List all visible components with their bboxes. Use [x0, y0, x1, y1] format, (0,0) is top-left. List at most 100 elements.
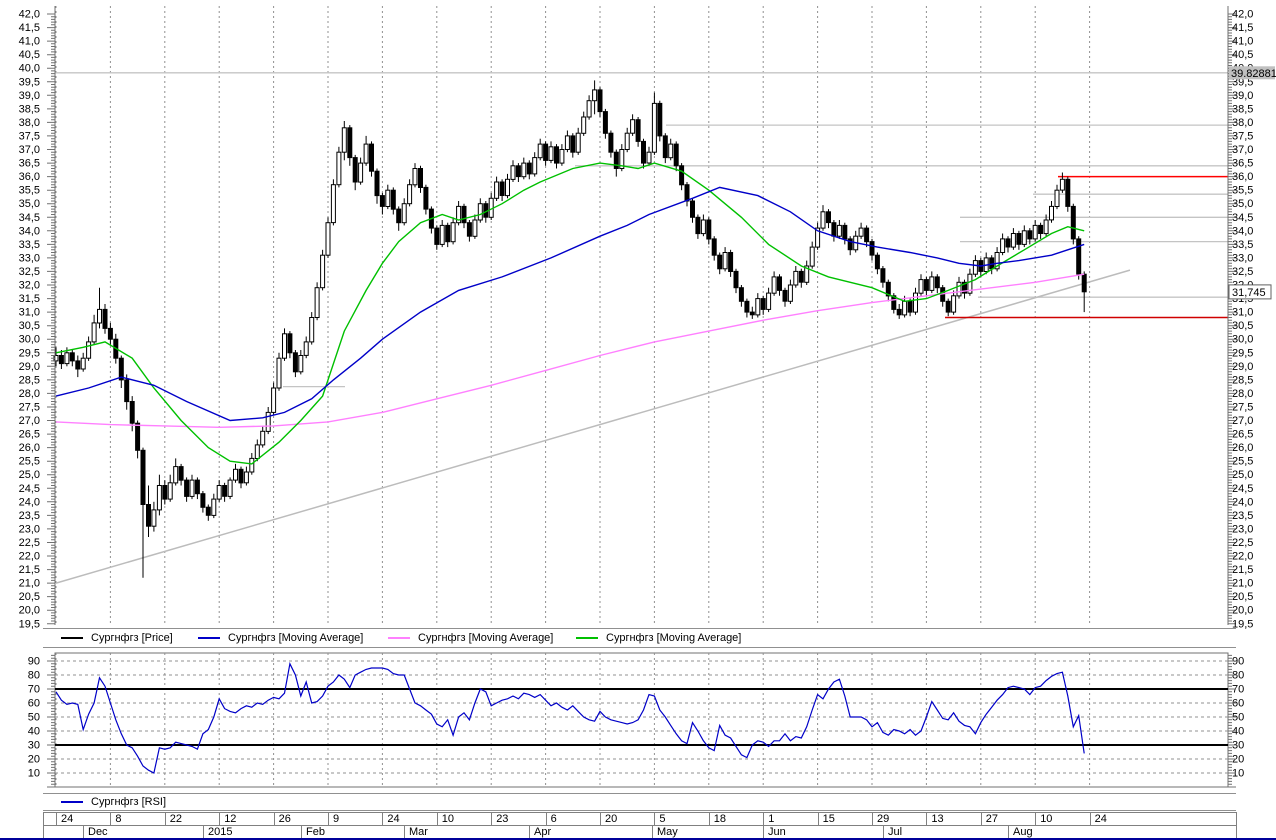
candle [80, 357, 86, 370]
rsi-chart[interactable]: 10 10 20 20 30 30 40 40 50 50 60 60 70 70 80 80 90 90 [0, 650, 1276, 792]
candle [1027, 230, 1033, 240]
rsi-axis-label: 90 [1232, 656, 1244, 668]
date-tick-cell: 5 [655, 813, 710, 826]
candle [200, 493, 206, 508]
price-axis-label: 26,5 [1232, 429, 1253, 441]
candle [407, 184, 413, 205]
candle [1070, 205, 1076, 240]
candle [1059, 178, 1065, 191]
trendline[interactable] [55, 269, 1131, 584]
candle [902, 300, 908, 316]
candle [227, 479, 233, 497]
candles-layer[interactable] [53, 80, 1087, 578]
date-tick-cell: 13 [927, 813, 982, 826]
price-axis-label: 36,0 [19, 171, 40, 183]
candle [341, 127, 347, 153]
legend-item-ma-blue[interactable]: Сургнфгз [Moving Average] [198, 629, 363, 647]
price-axis-label: 41,0 [19, 36, 40, 48]
date-axis[interactable]: 24 8 22 12 26 9 24 10 23 6 20 5 18 1 15 29 13 27 10 24 Dec 2… [43, 812, 1237, 840]
candle [700, 219, 706, 235]
rsi-axis-label: 40 [1232, 726, 1244, 738]
price-axis-label: 27,0 [1232, 415, 1253, 427]
price-axis-label: 35,0 [1232, 198, 1253, 210]
legend-item-ma-pink[interactable]: Сургнфгз [Moving Average] [388, 629, 553, 647]
candle [777, 276, 782, 291]
price-callout-upper: 39.82881 [1229, 66, 1276, 80]
candle [826, 211, 831, 224]
price-axis-label: 38,0 [19, 117, 40, 129]
candle [135, 422, 141, 451]
legend-item-ma-green[interactable]: Сургнфгз [Moving Average] [576, 629, 741, 647]
candle [896, 308, 902, 316]
candle [445, 224, 451, 243]
candle [820, 211, 826, 229]
price-axis-label: 23,5 [1232, 510, 1253, 522]
candle [205, 506, 211, 516]
rsi-line[interactable] [55, 661, 1085, 774]
candle [243, 471, 249, 484]
price-axis-label: 30,5 [19, 320, 40, 332]
ma-line-green[interactable] [55, 162, 1085, 465]
price-axis-label: 29,0 [19, 361, 40, 373]
candle [129, 401, 135, 424]
bottom-scroll-bar[interactable] [0, 838, 1276, 840]
candle [91, 322, 97, 343]
candle [564, 135, 570, 150]
price-axis-label: 28,0 [19, 388, 40, 400]
ma-blue-swatch [198, 637, 220, 639]
price-axis-label: 35,5 [1232, 185, 1253, 197]
candle [679, 165, 685, 186]
price-axis-label: 30,0 [1232, 334, 1253, 346]
price-axis-label: 32,5 [19, 266, 40, 278]
candle [271, 387, 277, 413]
candle [668, 143, 674, 159]
price-axis-label: 22,0 [19, 551, 40, 563]
ma-line-pink[interactable] [55, 273, 1085, 429]
price-axis-label: 19,5 [1232, 618, 1253, 630]
candle [450, 222, 456, 243]
candle [303, 341, 309, 356]
candle [918, 279, 924, 294]
price-line-swatch [61, 637, 83, 639]
date-tick-cell: 24 [383, 813, 438, 826]
rsi-frame [54, 652, 1229, 788]
candle [330, 184, 336, 224]
candle [923, 279, 929, 291]
legend-item-price[interactable]: Сургнфгз [Price] [61, 629, 173, 647]
price-axis-label: 21,5 [19, 564, 40, 576]
candle [945, 300, 951, 313]
candle [913, 292, 918, 313]
candle [363, 143, 369, 164]
candle [439, 224, 445, 245]
price-axis-label: 37,5 [19, 130, 40, 142]
legend-item-rsi[interactable]: Сургнфгз [RSI] [61, 794, 166, 810]
candle [1021, 230, 1027, 245]
candle [1038, 224, 1044, 234]
candle [118, 357, 124, 381]
price-axis-label: 24,5 [1232, 483, 1253, 495]
candle [1000, 238, 1006, 253]
candle [233, 468, 238, 481]
legend-label: Сургнфгз [Moving Average] [228, 632, 364, 644]
candle [314, 287, 320, 319]
price-axis-label: 33,0 [19, 252, 40, 264]
price-axis-label: 23,0 [1232, 523, 1253, 535]
candle [673, 143, 679, 167]
price-axis-label: 27,5 [19, 402, 40, 414]
rsi-axis-label: 50 [1232, 712, 1244, 724]
candle [369, 143, 374, 172]
rsi-axis-label: 30 [1232, 740, 1244, 752]
candle [592, 89, 598, 102]
candle [1076, 238, 1082, 275]
candle [885, 281, 891, 297]
price-chart[interactable]: 42,042,041,541,541,041,040,540,540,040,0… [0, 0, 1276, 630]
candle [809, 246, 815, 267]
rsi-axis-label: 50 [28, 712, 40, 724]
candle [456, 205, 462, 224]
price-axis-label: 40,0 [19, 63, 40, 75]
candle [994, 252, 1000, 270]
price-axis-label: 28,5 [19, 374, 40, 386]
ma-line-blue[interactable] [55, 186, 1085, 422]
month-cell: Feb [302, 826, 405, 839]
candle [385, 189, 391, 207]
